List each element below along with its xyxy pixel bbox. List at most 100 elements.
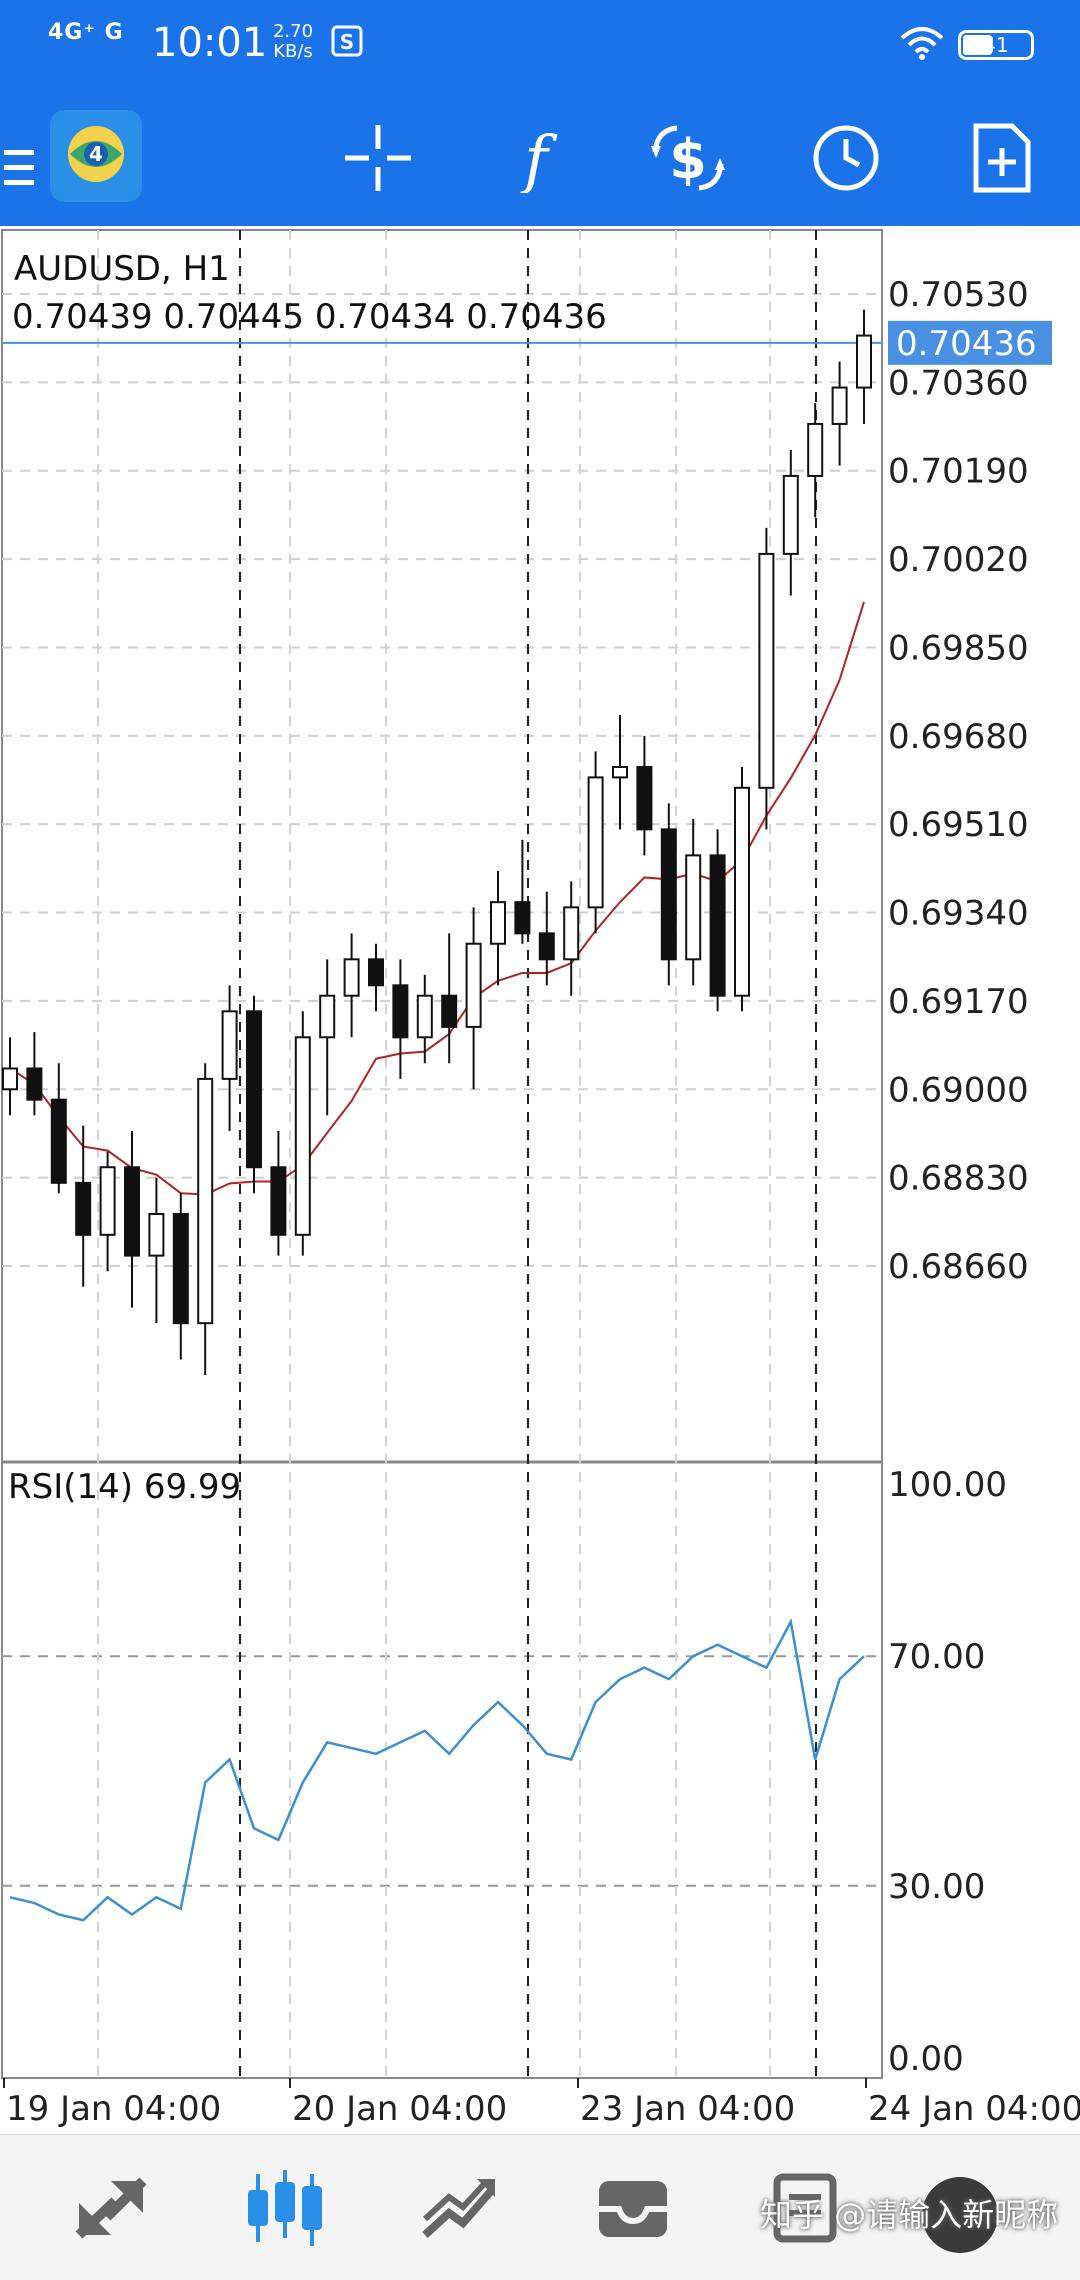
new-order-button[interactable] xyxy=(954,108,1050,208)
candle-bull xyxy=(99,1166,116,1236)
history-icon xyxy=(599,2181,667,2237)
candle-bull xyxy=(782,474,799,555)
rsi-axis-label: 30.00 xyxy=(888,1867,985,1907)
candle-bull xyxy=(465,942,482,1028)
speed-unit: KB/s xyxy=(273,41,313,62)
trade-icon xyxy=(422,2179,495,2238)
svg-text:$: $ xyxy=(669,128,707,191)
current-price-tag xyxy=(888,320,1052,365)
crosshair-icon xyxy=(345,125,411,191)
candle-bear xyxy=(75,1181,92,1236)
rsi-axis-label: 0.00 xyxy=(888,2039,964,2079)
candle-bear xyxy=(368,958,384,987)
candle-bear xyxy=(636,766,653,831)
toolbar: 4 f $ xyxy=(0,90,1080,226)
price-axis: 0.70530 0.70360 0.70190 0.70020 0.69850 0.696… xyxy=(888,275,1052,2079)
nav-history[interactable] xyxy=(578,2163,688,2253)
watermark-text: 知乎 @请输入新昵称 xyxy=(760,2196,1059,2234)
candle-bull xyxy=(319,994,336,1039)
menu-button[interactable] xyxy=(0,118,40,218)
nav-quotes[interactable] xyxy=(56,2163,166,2253)
currency-exchange-icon: $ xyxy=(651,125,725,191)
time-axis: 19 Jan 04:00 20 Jan 04:00 23 Jan 04:00 24 J… xyxy=(3,2078,1080,2129)
candle-bear xyxy=(172,1213,189,1325)
watermark-avatar-icon xyxy=(922,2177,998,2253)
candlesticks xyxy=(2,309,872,1376)
candle-bull xyxy=(758,552,775,789)
platform-logo-button[interactable]: 4 xyxy=(46,106,146,206)
price-axis-label: 0.70190 xyxy=(888,452,1029,492)
network-speed: 2.70 KB/s xyxy=(268,22,318,62)
crosshair-button[interactable] xyxy=(330,108,426,208)
candle-bear xyxy=(392,984,409,1039)
quotes-icon xyxy=(75,2177,147,2239)
price-axis-label: 0.69680 xyxy=(888,717,1029,757)
candle-bear xyxy=(660,828,677,961)
candle-bear xyxy=(26,1067,43,1101)
candle-bull xyxy=(831,386,848,425)
candle-bull xyxy=(221,1010,238,1080)
price-axis-label: 0.70530 xyxy=(888,275,1029,315)
candle-bull xyxy=(856,334,872,389)
candle-bull xyxy=(685,854,702,961)
price-chart[interactable]: 0.70530 0.70360 0.70190 0.70020 0.69850 0.696… xyxy=(0,226,1080,2134)
candle-bull xyxy=(587,776,604,909)
price-axis-label: 0.69850 xyxy=(888,628,1029,668)
candle-bull xyxy=(416,994,433,1039)
candle-bull xyxy=(197,1077,214,1325)
status-bar: 4G⁺ G 10:01 2.70 KB/s S 41 xyxy=(0,0,1080,90)
data-saver-icon: S xyxy=(331,25,363,57)
wifi-icon xyxy=(900,27,944,60)
candle-bull xyxy=(563,906,580,961)
price-axis-label: 0.69170 xyxy=(888,982,1029,1022)
price-axis-label: 0.69340 xyxy=(888,894,1029,934)
time-axis-label: 19 Jan 04:00 xyxy=(6,2089,221,2129)
candle-bear xyxy=(124,1166,140,1257)
candle-bull xyxy=(612,766,628,779)
period-button[interactable] xyxy=(798,108,894,208)
chart-grid xyxy=(1,229,883,2079)
svg-text:4: 4 xyxy=(89,142,103,166)
candle-bull xyxy=(807,422,824,477)
candle-bear xyxy=(538,932,555,961)
clock-icon xyxy=(813,125,879,191)
chart-icon xyxy=(248,2170,322,2246)
trade-button[interactable]: $ xyxy=(640,108,736,208)
chart-frame xyxy=(1,229,883,2079)
candle-bear xyxy=(709,854,726,997)
price-axis-label: 0.68660 xyxy=(888,1247,1029,1287)
candle-bull xyxy=(343,958,360,997)
nav-trade[interactable] xyxy=(404,2163,514,2253)
candle-bull xyxy=(148,1213,165,1257)
new-document-icon xyxy=(973,123,1031,193)
indicators-button[interactable]: f xyxy=(488,108,584,208)
speed-value: 2.70 xyxy=(272,21,314,42)
rsi-line xyxy=(9,1617,865,1922)
rsi-axis-label: 70.00 xyxy=(888,1637,985,1677)
candle-bear xyxy=(270,1166,287,1236)
clock-time: 10:01 xyxy=(152,20,268,66)
candle-bear xyxy=(441,994,458,1028)
rsi-panel xyxy=(9,1617,865,1922)
menu-icon xyxy=(4,150,34,185)
candle-bull xyxy=(294,1036,311,1236)
candle-bull xyxy=(490,901,506,945)
candle-bear xyxy=(50,1098,67,1184)
price-axis-label: 0.69000 xyxy=(888,1070,1029,1110)
price-axis-label: 0.68830 xyxy=(888,1159,1029,1199)
svg-text:S: S xyxy=(340,30,354,54)
metatrader-logo-icon: 4 xyxy=(50,110,142,202)
nav-chart[interactable] xyxy=(230,2163,340,2253)
candle-bull xyxy=(2,1067,18,1091)
battery-level: 41 xyxy=(983,33,1009,57)
messages-icon xyxy=(773,2173,837,2243)
rsi-label: RSI(14) 69.99 xyxy=(8,1467,241,1507)
function-icon: f xyxy=(520,123,558,193)
candle-bull xyxy=(734,786,750,997)
candle-bear xyxy=(514,901,531,935)
nav-messages[interactable] xyxy=(752,2163,862,2253)
current-price-text: 0.70436 xyxy=(896,324,1037,364)
rsi-axis-label: 100.00 xyxy=(888,1465,1007,1505)
bottom-nav xyxy=(0,2134,1080,2280)
